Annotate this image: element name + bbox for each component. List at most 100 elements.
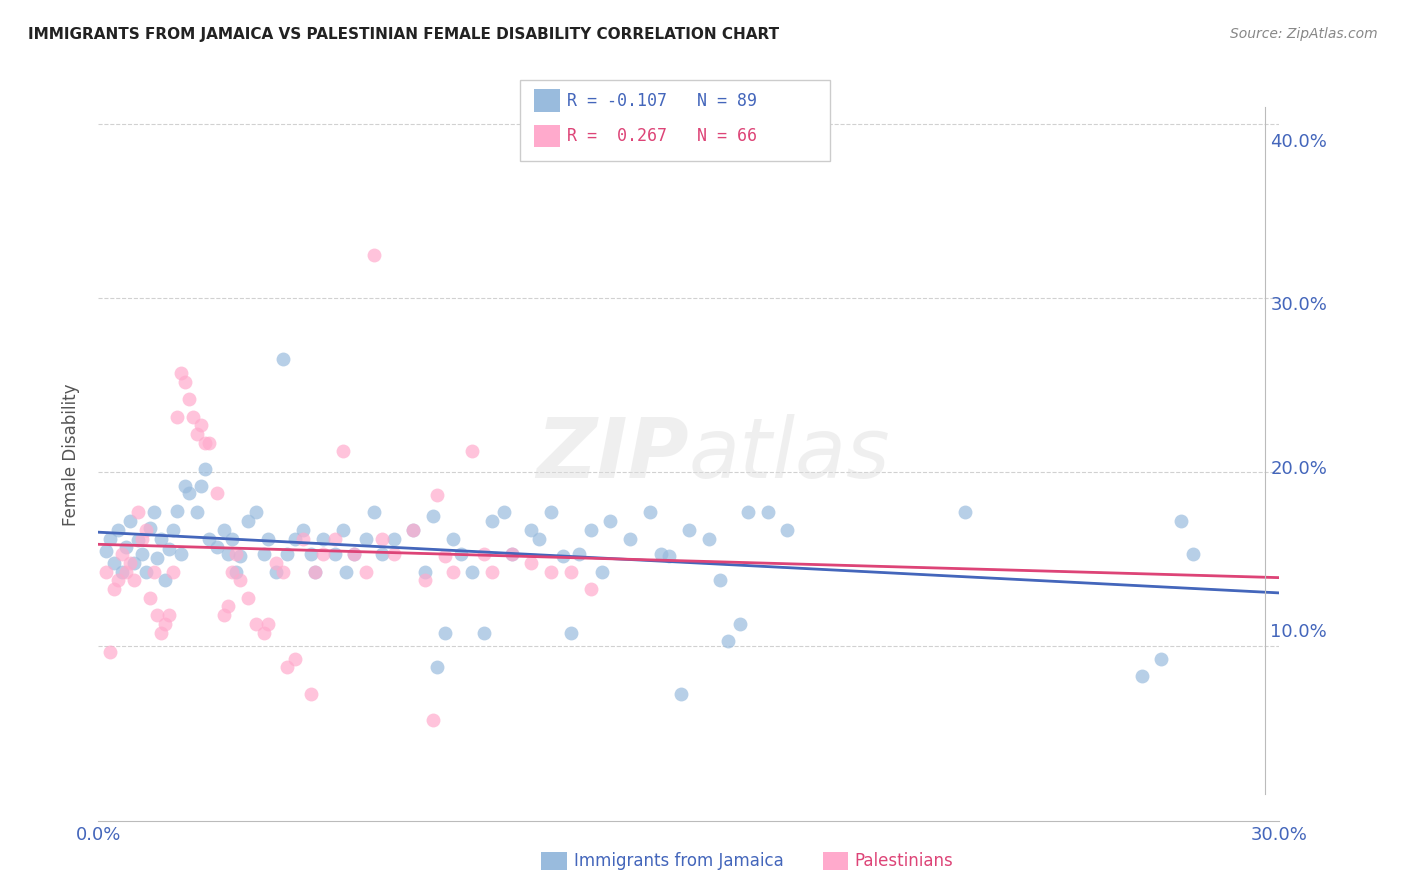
- Point: [655, 522, 678, 536]
- Point: [266, 432, 288, 446]
- Point: [233, 514, 256, 528]
- Point: [738, 561, 761, 575]
- Point: [509, 553, 531, 567]
- Point: [291, 536, 314, 550]
- Point: [197, 561, 219, 575]
- Y-axis label: Female Disability: Female Disability: [62, 379, 80, 522]
- Point: [335, 553, 357, 567]
- Point: [745, 618, 768, 632]
- Point: [360, 536, 382, 550]
- Point: [477, 643, 499, 657]
- Point: [394, 553, 416, 567]
- Point: [318, 536, 340, 550]
- Point: [190, 530, 212, 544]
- Point: [1163, 506, 1185, 520]
- Point: [252, 408, 274, 422]
- Point: [256, 424, 278, 438]
- Point: [274, 530, 297, 544]
- Point: [382, 522, 405, 536]
- Point: [353, 522, 375, 536]
- Point: [474, 500, 496, 515]
- Point: [201, 524, 224, 538]
- Point: [259, 473, 281, 487]
- Point: [419, 255, 441, 269]
- Point: [194, 545, 217, 559]
- Point: [204, 536, 226, 550]
- Point: [593, 538, 616, 552]
- Point: [346, 522, 368, 536]
- Point: [172, 533, 194, 548]
- Point: [281, 594, 304, 608]
- Point: [963, 498, 986, 512]
- Text: IMMIGRANTS FROM JAMAICA VS PALESTINIAN FEMALE DISABILITY CORRELATION CHART: IMMIGRANTS FROM JAMAICA VS PALESTINIAN F…: [28, 27, 779, 42]
- Point: [176, 522, 198, 536]
- Point: [318, 610, 340, 624]
- Point: [295, 561, 318, 575]
- Point: [238, 496, 260, 510]
- Point: [600, 553, 623, 567]
- Point: [328, 553, 350, 567]
- Point: [172, 553, 194, 567]
- Point: [274, 479, 297, 493]
- Point: [240, 536, 263, 550]
- Point: [520, 536, 543, 550]
- Point: [197, 545, 219, 559]
- Point: [284, 585, 307, 599]
- Point: [465, 561, 488, 575]
- Point: [222, 522, 245, 536]
- Point: [401, 536, 423, 550]
- Point: [763, 498, 786, 512]
- Point: [309, 498, 332, 512]
- Point: [335, 353, 357, 368]
- Point: [692, 538, 714, 552]
- Point: [226, 561, 249, 575]
- Point: [364, 553, 387, 567]
- Point: [238, 408, 260, 422]
- Text: ZIP: ZIP: [568, 410, 721, 491]
- Point: [782, 498, 804, 512]
- Point: [474, 692, 496, 706]
- Point: [465, 553, 488, 567]
- Point: [364, 553, 387, 567]
- Point: [426, 536, 449, 550]
- Point: [412, 522, 434, 536]
- Point: [212, 577, 235, 591]
- Point: [371, 536, 394, 550]
- Point: [683, 536, 706, 550]
- Point: [186, 536, 209, 550]
- Point: [288, 522, 311, 536]
- Point: [256, 498, 278, 512]
- Point: [263, 457, 285, 471]
- Point: [509, 440, 531, 454]
- Point: [339, 536, 361, 550]
- Point: [215, 553, 238, 567]
- Point: [247, 479, 270, 493]
- Point: [208, 514, 231, 528]
- Point: [389, 440, 412, 454]
- Point: [456, 514, 478, 528]
- Point: [389, 514, 412, 528]
- Point: [546, 536, 568, 550]
- Point: [266, 522, 288, 536]
- Point: [190, 553, 212, 567]
- Point: [499, 536, 522, 550]
- Point: [321, 522, 343, 536]
- Point: [412, 553, 434, 567]
- Point: [477, 481, 499, 495]
- Point: [284, 536, 307, 550]
- Text: R =  0.267   N = 66: R = 0.267 N = 66: [567, 128, 756, 145]
- Point: [288, 553, 311, 567]
- Point: [600, 610, 623, 624]
- Point: [302, 577, 325, 591]
- Point: [564, 514, 586, 528]
- Point: [1174, 536, 1197, 550]
- Point: [673, 498, 696, 512]
- Point: [756, 602, 779, 616]
- Point: [582, 553, 605, 567]
- Point: [231, 532, 253, 546]
- Point: [291, 553, 314, 567]
- Point: [281, 514, 304, 528]
- Point: [492, 522, 515, 536]
- Point: [222, 610, 245, 624]
- Point: [353, 514, 375, 528]
